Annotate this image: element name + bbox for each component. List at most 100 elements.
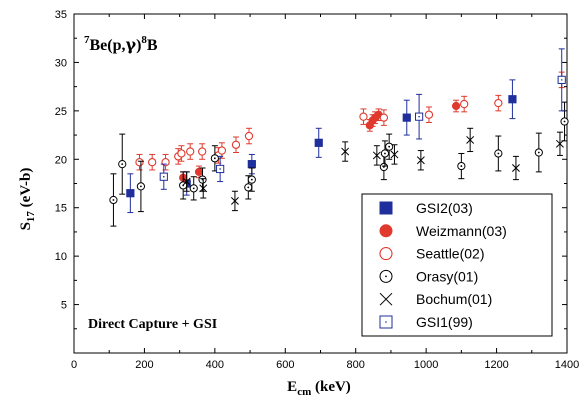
marker-filled-square [314, 138, 323, 147]
y-tick-label: 15 [55, 203, 67, 215]
data-point [148, 153, 157, 171]
data-point [511, 155, 520, 181]
data-point [416, 150, 425, 171]
marker-dot-center [460, 165, 463, 167]
legend-label: Bochum(01) [416, 291, 492, 307]
axes: 0 200 400 600 800 1000 1200 1400 5 10 15 20 25 30 35 [55, 9, 579, 371]
marker-cross-b [182, 177, 191, 186]
data-point [217, 142, 227, 159]
legend-label: Weizmann(03) [416, 223, 507, 239]
data-point [244, 127, 254, 145]
marker-dot-center [213, 157, 216, 160]
series-weizmann-03- [179, 99, 461, 184]
method-annotation: Direct Capture + GSI [88, 317, 217, 332]
legend-item: Weizmann(03) [379, 223, 507, 239]
marker-cross-b [199, 184, 208, 193]
data-point [136, 160, 146, 213]
x-tick-label: 200 [135, 359, 153, 371]
y-axis-title: S17 (eV-b) [18, 168, 37, 231]
x-tick-label: 400 [206, 359, 224, 371]
data-point [314, 127, 323, 158]
data-point [186, 143, 195, 160]
marker-open-circle [177, 149, 186, 158]
y-tick-label: 20 [55, 154, 67, 166]
x-tick-label: 0 [71, 359, 77, 371]
y-tick-label: 5 [61, 300, 67, 312]
data-point [182, 171, 191, 192]
data-point [341, 141, 350, 162]
data-point [216, 155, 225, 183]
data-point [460, 95, 469, 113]
marker-filled-square [379, 201, 393, 215]
marker-dot-center [140, 185, 142, 188]
data-point [379, 109, 389, 126]
marker-open-circle [161, 158, 170, 167]
marker-cross-b [466, 135, 475, 144]
marker-cross-b [379, 292, 393, 306]
data-point [494, 94, 503, 112]
legend-label: GSI2(03) [416, 200, 473, 216]
legend-item: GSI2(03) [379, 200, 473, 216]
data-point [359, 108, 368, 125]
marker-dot-center [250, 178, 253, 181]
marker-dot-center [382, 166, 385, 168]
marker-cross-b [416, 156, 425, 165]
marker-dot-center [537, 151, 540, 154]
data-point [230, 190, 239, 212]
marker-dot-center [192, 187, 195, 190]
x-tick-label: 1400 [555, 359, 579, 371]
marker-square-center [385, 321, 387, 323]
marker-open-circle [198, 147, 207, 156]
data-point [451, 99, 461, 113]
data-point [390, 144, 399, 165]
data-point [372, 145, 381, 166]
marker-open-circle [148, 158, 157, 167]
legend: GSI2(03) Weizmann(03) Seattle(02) Orasy(01)… [361, 193, 553, 337]
marker-filled-square [402, 113, 411, 122]
marker-dot-center [563, 120, 566, 123]
data-point [508, 79, 517, 120]
legend-item: Seattle(02) [379, 246, 484, 262]
marker-dot-center [112, 199, 115, 201]
data-marks [109, 48, 569, 227]
data-point [560, 101, 569, 142]
data-point [118, 133, 127, 195]
x-tick-label: 1000 [414, 359, 438, 371]
data-point [424, 106, 434, 123]
data-point [385, 133, 394, 160]
marker-dot-center [121, 163, 124, 166]
marker-dot-center [385, 275, 387, 278]
marker-cross-b [556, 139, 564, 148]
data-point [457, 152, 466, 180]
data-point [379, 153, 388, 181]
legend-item: GSI1(99) [379, 314, 473, 330]
legend-box [361, 193, 553, 337]
marker-open-circle [379, 113, 389, 122]
data-point [494, 135, 503, 172]
y-tick-label: 25 [55, 106, 67, 118]
data-point [556, 131, 564, 156]
marker-open-circle [244, 131, 254, 141]
marker-cross-b [511, 164, 520, 172]
marker-open-circle [460, 99, 469, 109]
marker-cross-b [390, 150, 399, 159]
marker-dot-center [497, 152, 500, 155]
data-point [159, 163, 168, 190]
x-axis-title: Ecm (keV) [287, 379, 351, 398]
data-point [199, 178, 208, 199]
marker-cross-b [230, 196, 239, 205]
data-point [189, 176, 198, 201]
marker-filled-square [126, 189, 135, 198]
legend-label: Seattle(02) [416, 246, 484, 262]
series-gsi1-99- [159, 48, 566, 190]
marker-filled-square [508, 95, 517, 104]
y-tick-label: 30 [55, 57, 67, 69]
data-point [380, 140, 390, 167]
marker-open-circle [231, 140, 241, 149]
marker-square-center [219, 168, 221, 170]
legend-label: GSI1(99) [416, 314, 473, 330]
data-point [402, 99, 411, 136]
marker-filled-square [247, 160, 256, 169]
legend-item: Bochum(01) [379, 291, 492, 307]
